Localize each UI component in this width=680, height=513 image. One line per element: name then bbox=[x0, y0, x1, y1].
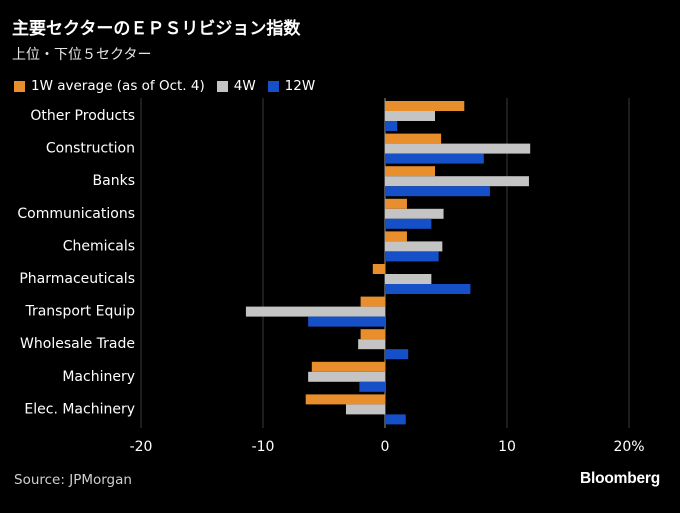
bar-5-2 bbox=[385, 284, 471, 294]
category-label-6: Transport Equip bbox=[24, 304, 135, 320]
bar-7-1 bbox=[358, 339, 385, 350]
category-label-2: Banks bbox=[93, 173, 135, 189]
x-tick-label-4: 20% bbox=[613, 439, 644, 455]
bar-1-0 bbox=[385, 133, 442, 144]
bar-2-0 bbox=[385, 166, 436, 177]
chart-title: 主要セクターのＥＰＳリビジョン指数 bbox=[12, 19, 301, 39]
category-label-3: Communications bbox=[17, 206, 135, 222]
x-tick-label-2: 0 bbox=[381, 439, 390, 455]
legend-swatch-4w bbox=[216, 80, 228, 92]
bar-5-0 bbox=[372, 264, 385, 274]
bar-6-2 bbox=[308, 316, 385, 327]
category-label-4: Chemicals bbox=[63, 238, 135, 254]
bar-2-1 bbox=[385, 176, 529, 187]
bar-1-1 bbox=[385, 143, 531, 154]
legend-swatch-1w bbox=[14, 80, 25, 92]
legend: 1W average (as of Oct. 4) 4W 12W bbox=[14, 78, 327, 94]
bar-8-1 bbox=[308, 371, 385, 382]
chart-subtitle: 上位・下位５セクター bbox=[12, 47, 152, 63]
legend-swatch-12w bbox=[267, 80, 279, 92]
bar-6-0 bbox=[360, 296, 385, 307]
bar-1-2 bbox=[385, 153, 484, 164]
category-label-9: Elec. Machinery bbox=[24, 401, 135, 417]
bar-7-2 bbox=[385, 349, 409, 360]
bars bbox=[245, 101, 531, 425]
category-label-0: Other Products bbox=[30, 108, 135, 124]
x-tick-label-1: -10 bbox=[252, 439, 275, 455]
bar-4-0 bbox=[385, 231, 407, 242]
bar-6-1 bbox=[245, 306, 385, 317]
legend-label-1w: 1W average (as of Oct. 4) bbox=[31, 78, 205, 94]
bar-9-2 bbox=[385, 414, 406, 425]
bar-5-1 bbox=[385, 274, 432, 284]
legend-label-4w: 4W bbox=[233, 78, 256, 94]
bar-0-2 bbox=[385, 121, 398, 131]
bar-8-2 bbox=[359, 381, 385, 392]
source-note: Source: JPMorgan bbox=[14, 472, 132, 488]
bar-8-0 bbox=[311, 361, 385, 372]
bloomberg-logo: Bloomberg bbox=[579, 470, 660, 487]
bar-4-1 bbox=[385, 241, 443, 252]
x-tick-label-0: -20 bbox=[130, 439, 153, 455]
legend-item-1w: 1W average (as of Oct. 4) bbox=[14, 78, 205, 94]
bar-9-1 bbox=[345, 404, 385, 415]
bar-3-0 bbox=[385, 198, 407, 209]
x-tick-label-3: 10 bbox=[498, 439, 516, 455]
bar-3-2 bbox=[385, 218, 432, 229]
bar-7-0 bbox=[360, 329, 385, 340]
bar-0-0 bbox=[385, 101, 465, 111]
legend-label-12w: 12W bbox=[284, 78, 316, 94]
bar-3-1 bbox=[385, 208, 444, 219]
legend-item-4w: 4W bbox=[216, 78, 256, 94]
bar-4-2 bbox=[385, 251, 439, 262]
category-label-5: Pharmaceuticals bbox=[19, 271, 135, 287]
bar-0-1 bbox=[385, 111, 436, 121]
bar-9-0 bbox=[305, 394, 385, 405]
bar-2-2 bbox=[385, 186, 490, 197]
category-label-7: Wholesale Trade bbox=[20, 336, 135, 352]
category-label-8: Machinery bbox=[62, 369, 135, 385]
x-tick-labels: -20 -10 0 10 20% bbox=[130, 439, 645, 455]
legend-item-12w: 12W bbox=[267, 78, 316, 94]
category-label-1: Construction bbox=[46, 141, 135, 157]
category-labels: Other Products Construction Banks Communica… bbox=[17, 108, 135, 417]
